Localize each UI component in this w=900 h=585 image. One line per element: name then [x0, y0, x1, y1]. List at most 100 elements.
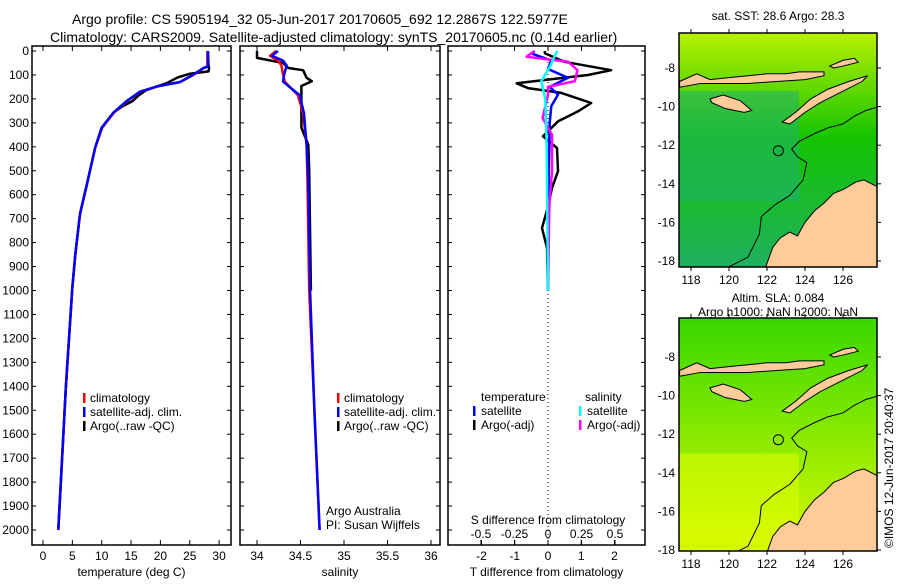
- y-tick-label: 1200: [2, 331, 29, 345]
- y-tick-label: 1900: [2, 499, 29, 513]
- y-tick-label: 800: [9, 236, 29, 250]
- map-subtitle: Argo h1000: NaN h2000: NaN: [698, 305, 858, 319]
- legend-swatch: [473, 406, 476, 416]
- x-tick-label: 25: [183, 549, 197, 563]
- series-line-s-satellite: [540, 50, 559, 291]
- land-flores: [679, 71, 825, 88]
- lat-tick-label: -8: [664, 61, 675, 75]
- annotation-text: PI: Susan Wijffels: [326, 518, 420, 532]
- lon-tick-label: 122: [757, 273, 777, 287]
- lat-tick-label: -12: [658, 427, 676, 441]
- map-frame: [678, 32, 878, 268]
- lon-tick-label: 126: [833, 557, 853, 571]
- plot-frame: [447, 45, 646, 546]
- land-timor: [781, 364, 869, 414]
- x-tick-label: 35.5: [376, 549, 400, 563]
- lon-tick-label: 126: [833, 273, 853, 287]
- lat-tick-label: -10: [658, 389, 676, 403]
- y-tick-label: 0: [22, 44, 29, 58]
- y-tick-label: 700: [9, 212, 29, 226]
- lon-tick-label: 118: [681, 273, 700, 287]
- y-tick-label: 1800: [2, 475, 29, 489]
- lat-tick-label: -8: [664, 350, 675, 364]
- s-tick-label: 0: [545, 527, 552, 541]
- series-line-t-argo-adj-: [515, 50, 613, 291]
- argo-position-marker: [772, 145, 784, 157]
- x-tick-label: 15: [124, 549, 138, 563]
- y-tick-label: 1600: [2, 427, 29, 441]
- legend-label: satellite: [587, 404, 628, 418]
- x-tick-label: 2: [611, 549, 618, 563]
- legend-swatch: [579, 406, 582, 416]
- s-axis-label: S difference from climatology: [471, 513, 626, 527]
- y-tick-label: 600: [9, 188, 29, 202]
- legend-label: satellite-adj. clim.: [344, 405, 436, 419]
- x-tick-label: 34.5: [289, 549, 313, 563]
- series-line-satellite-adj-clim-: [57, 51, 210, 531]
- lat-tick-label: -10: [658, 100, 676, 114]
- map-features: [679, 57, 877, 267]
- x-tick-label: 0: [40, 549, 47, 563]
- series-line-argo-raw-qc-: [57, 50, 211, 531]
- y-tick-label: 300: [9, 116, 29, 130]
- y-tick-label: 1300: [2, 355, 29, 369]
- x-tick-label: 10: [95, 549, 109, 563]
- y-tick-label: 1400: [2, 379, 29, 393]
- x-tick-label: 36: [424, 549, 438, 563]
- series-line-satellite-adj-clim-: [270, 50, 321, 531]
- land-flores: [679, 360, 825, 377]
- sst-map-panel: 118 120 122 124 126 -8 -10 -12 -14 -16 -18 sat. SST…: [658, 9, 881, 287]
- legend-label: Argo(-adj): [587, 418, 640, 432]
- legend-swatch: [337, 407, 340, 417]
- legend-swatch: [83, 407, 86, 417]
- x-axis-label: salinity: [322, 565, 359, 579]
- legend-swatch: [83, 393, 86, 403]
- land-sumba: [709, 94, 753, 113]
- legend-label: satellite: [481, 404, 522, 418]
- legend-swatch: [579, 420, 582, 430]
- lon-tick-label: 122: [757, 557, 777, 571]
- legend-swatch: [473, 420, 476, 430]
- y-tick-label: 200: [9, 92, 29, 106]
- y-tick-label: 1000: [2, 284, 29, 298]
- difference-panel: -2 -1 0 1 2 T difference from climatology -0.5…: [447, 45, 646, 579]
- lat-tick-label: -14: [658, 177, 676, 191]
- salinity-panel: 34 34.5 35 35.5 36 salinity climatologysatelli…: [239, 45, 441, 579]
- lat-tick-label: -14: [658, 466, 676, 480]
- x-axis-label: T difference from climatology: [470, 565, 624, 579]
- lon-tick-label: 124: [795, 557, 815, 571]
- y-tick-label: 1700: [2, 451, 29, 465]
- s-tick-label: 0.25: [570, 527, 594, 541]
- header-line-2: Climatology: CARS2009. Satellite-adjuste…: [50, 29, 617, 45]
- y-tick-label: 1500: [2, 403, 29, 417]
- lat-tick-label: -18: [658, 254, 676, 268]
- map-title: sat. SST: 28.6 Argo: 28.3: [712, 9, 845, 23]
- land-wetar: [828, 346, 860, 358]
- x-tick-label: -2: [476, 549, 487, 563]
- legend-label: climatology: [90, 391, 150, 405]
- lat-tick-label: -16: [658, 215, 676, 229]
- map-features: [679, 346, 877, 551]
- legend-label: Argo(..raw -QC): [344, 419, 429, 433]
- series-line-climatology: [57, 51, 209, 531]
- legend-header: salinity: [585, 390, 622, 404]
- s-tick-label: -0.25: [501, 527, 529, 541]
- legend-label: satellite-adj. clim.: [90, 405, 182, 419]
- x-tick-label: 35: [337, 549, 351, 563]
- x-tick-label: 34: [250, 549, 264, 563]
- y-tick-label: 900: [9, 260, 29, 274]
- land-australia: [766, 468, 877, 551]
- series-line-s-argo-adj-: [525, 49, 579, 291]
- plot-frame: [239, 45, 441, 546]
- y-tick-label: 500: [9, 164, 29, 178]
- legend-header: temperature: [481, 390, 546, 404]
- x-axis-label: temperature (deg C): [77, 565, 185, 579]
- land-timor: [781, 75, 869, 125]
- map-title: Altim. SLA: 0.084: [732, 291, 825, 305]
- y-tick-label: 400: [9, 140, 29, 154]
- legend-swatch: [337, 421, 340, 431]
- s-tick-label: -0.5: [471, 527, 492, 541]
- legend-label: Argo(..raw -QC): [90, 419, 175, 433]
- lon-tick-label: 120: [719, 273, 739, 287]
- land-sumba: [709, 383, 753, 402]
